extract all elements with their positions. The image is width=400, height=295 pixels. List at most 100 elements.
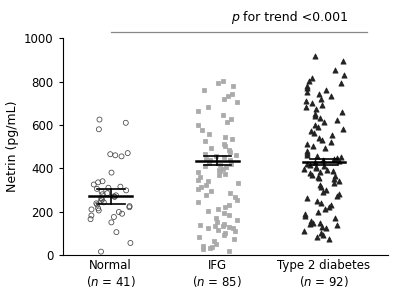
Point — [203, 193, 209, 198]
Point — [302, 98, 309, 103]
Point — [205, 179, 212, 183]
Point — [302, 214, 308, 218]
Point — [328, 94, 334, 99]
Point — [302, 212, 309, 216]
Point — [206, 132, 212, 136]
Point — [317, 220, 323, 225]
Point — [224, 94, 231, 98]
Point — [201, 88, 208, 93]
Point — [339, 59, 346, 63]
Point — [322, 226, 329, 231]
Point — [312, 160, 318, 165]
Point — [314, 198, 320, 203]
Point — [94, 186, 100, 191]
Point — [221, 211, 227, 215]
Point — [208, 189, 214, 193]
Point — [320, 189, 326, 194]
Point — [324, 168, 330, 173]
Point — [306, 79, 312, 83]
Point — [334, 194, 340, 199]
Point — [112, 194, 118, 199]
Point — [312, 111, 318, 116]
Point — [226, 248, 232, 253]
Point — [116, 210, 122, 214]
Point — [317, 116, 324, 120]
Point — [313, 165, 319, 170]
Point — [100, 200, 107, 205]
Point — [194, 177, 201, 182]
Point — [328, 140, 334, 144]
Point — [313, 107, 319, 112]
Point — [204, 104, 211, 109]
Point — [123, 188, 129, 193]
Point — [112, 153, 118, 158]
Point — [318, 200, 324, 205]
Point — [215, 227, 222, 232]
Point — [96, 208, 102, 213]
Point — [195, 235, 202, 240]
Point — [304, 89, 310, 94]
Point — [303, 83, 310, 88]
Point — [307, 222, 313, 226]
Point — [228, 91, 235, 96]
Point — [322, 207, 328, 212]
Point — [215, 206, 221, 211]
Point — [113, 193, 119, 198]
Point — [88, 213, 95, 218]
Point — [338, 155, 344, 159]
Point — [95, 180, 101, 185]
Point — [205, 209, 211, 213]
Point — [216, 163, 223, 167]
Point — [227, 191, 233, 196]
Point — [304, 196, 310, 201]
Point — [222, 230, 228, 235]
Point — [118, 154, 125, 159]
Point — [310, 220, 316, 225]
Point — [317, 183, 323, 188]
Point — [318, 224, 325, 229]
Point — [320, 158, 326, 163]
Point — [310, 144, 316, 149]
Point — [99, 197, 105, 202]
Point — [332, 67, 338, 72]
Point — [234, 198, 240, 202]
Point — [194, 170, 201, 175]
Point — [323, 187, 329, 192]
Point — [206, 160, 212, 165]
Point — [211, 224, 218, 229]
Y-axis label: Netrin (pg/mL): Netrin (pg/mL) — [6, 101, 18, 192]
Point — [224, 119, 230, 124]
Point — [216, 173, 222, 178]
Point — [331, 173, 338, 178]
Point — [227, 157, 233, 162]
Point — [197, 175, 204, 180]
Point — [308, 129, 314, 133]
Point — [222, 204, 228, 209]
Point — [319, 137, 326, 142]
Point — [336, 159, 342, 164]
Point — [222, 135, 228, 139]
Point — [332, 216, 338, 221]
Point — [207, 246, 214, 251]
Point — [230, 226, 236, 231]
Point — [216, 168, 222, 172]
Point — [327, 202, 334, 207]
Point — [232, 195, 238, 200]
Point — [99, 179, 106, 183]
Point — [117, 184, 124, 189]
Point — [304, 152, 310, 157]
Point — [208, 146, 215, 150]
Point — [204, 226, 211, 231]
Point — [119, 212, 125, 216]
Point — [234, 181, 241, 186]
Point — [330, 169, 336, 174]
Point — [99, 192, 106, 196]
Point — [95, 206, 101, 211]
Point — [319, 103, 325, 107]
Point — [202, 156, 209, 161]
Point — [217, 169, 224, 173]
Point — [228, 162, 234, 166]
Point — [202, 164, 208, 169]
Point — [226, 225, 232, 230]
Point — [226, 213, 232, 218]
